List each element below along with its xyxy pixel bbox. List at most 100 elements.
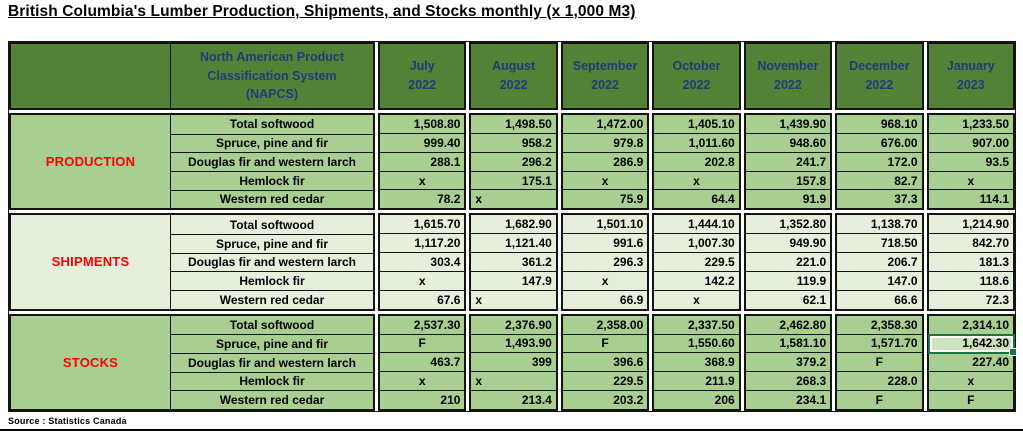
row-label-cell[interactable]: Western red cedar (170, 189, 373, 209)
data-cell[interactable]: 1,117.20 (380, 233, 465, 252)
data-cell[interactable]: 119.9 (745, 270, 831, 290)
data-cell[interactable]: 2,314.10 (962, 317, 1009, 332)
data-cell[interactable]: 907.00 (928, 132, 1013, 152)
data-cell[interactable]: 175.1 (471, 170, 556, 190)
data-cell[interactable]: 268.3 (745, 371, 831, 390)
data-cell[interactable]: 64.4 (654, 189, 739, 208)
column-header-october[interactable]: October 2022 (652, 42, 741, 110)
row-label-cell[interactable]: Douglas fir and western larch (170, 252, 373, 272)
data-cell[interactable]: 463.7 (380, 352, 465, 371)
data-cell[interactable]: 1,493.90 (471, 333, 556, 353)
data-cell[interactable]: 75.9 (562, 189, 648, 208)
data-cell[interactable]: 1,352.80 (779, 217, 827, 232)
data-cell[interactable]: 949.90 (745, 233, 831, 252)
data-cell[interactable]: F (928, 390, 1013, 409)
data-cell[interactable]: 93.5 (928, 151, 1013, 171)
row-label-cell[interactable]: Spruce, pine and fir (170, 133, 373, 153)
data-cell[interactable]: 203.2 (562, 390, 648, 409)
data-cell[interactable]: 1,508.80 (413, 116, 461, 131)
data-cell[interactable]: F (837, 390, 922, 409)
data-cell[interactable]: 2,376.90 (505, 317, 552, 332)
data-cell[interactable]: 676.00 (837, 132, 922, 152)
column-header-november[interactable]: November 2022 (743, 42, 833, 110)
data-cell[interactable]: 286.9 (562, 151, 648, 171)
data-cell[interactable]: 91.9 (745, 189, 831, 208)
data-cell[interactable]: 210 (380, 390, 465, 409)
data-cell[interactable]: 1,682.90 (505, 217, 552, 232)
data-cell[interactable]: 37.3 (837, 189, 922, 208)
row-label-cell[interactable]: Hemlock fir (170, 271, 373, 290)
data-cell[interactable]: x (654, 170, 739, 190)
data-cell[interactable]: x (471, 371, 556, 390)
data-cell[interactable]: 968.10 (880, 116, 918, 131)
data-cell[interactable]: 1,615.70 (413, 217, 461, 232)
data-cell[interactable]: 958.2 (471, 132, 556, 152)
data-cell[interactable]: x (928, 371, 1013, 390)
data-cell[interactable]: 842.70 (928, 233, 1013, 252)
data-cell[interactable]: 234.1 (745, 390, 831, 409)
row-label-cell[interactable]: Western red cedar (170, 289, 373, 309)
data-cell[interactable]: 1,011.60 (654, 132, 739, 152)
data-cell[interactable]: 172.0 (837, 151, 922, 171)
data-cell[interactable]: 1,472.00 (596, 116, 644, 131)
data-cell[interactable]: 229.5 (654, 252, 739, 271)
row-label-cell[interactable]: Spruce, pine and fir (170, 334, 373, 353)
data-cell[interactable]: 241.7 (745, 151, 831, 171)
data-cell[interactable]: 1,121.40 (471, 233, 556, 252)
data-cell[interactable]: 206.7 (837, 252, 922, 271)
data-cell[interactable]: 62.1 (745, 289, 831, 309)
data-cell[interactable]: 206 (654, 390, 739, 409)
data-cell[interactable]: 303.4 (380, 252, 465, 271)
data-cell[interactable]: 1,405.10 (687, 116, 735, 131)
column-header-july[interactable]: July 2022 (378, 42, 467, 110)
row-label-cell[interactable]: Hemlock fir (170, 170, 373, 190)
row-label-cell[interactable]: Hemlock fir (170, 371, 373, 391)
data-cell[interactable]: 2,337.50 (687, 317, 735, 332)
data-cell[interactable]: 78.2 (380, 189, 465, 208)
data-cell[interactable]: 1,501.10 (596, 217, 644, 232)
data-cell[interactable]: 361.2 (471, 252, 556, 271)
data-cell[interactable]: 228.0 (837, 371, 922, 390)
column-header-september[interactable]: September 2022 (560, 42, 650, 110)
data-cell[interactable]: 979.8 (562, 132, 648, 152)
data-cell[interactable]: x (380, 371, 465, 390)
data-cell[interactable]: 147.9 (471, 270, 556, 290)
data-cell[interactable]: x (654, 289, 739, 309)
data-cell[interactable]: 296.3 (562, 252, 648, 271)
data-cell[interactable]: 66.6 (837, 289, 922, 309)
data-cell[interactable]: 1,138.70 (870, 217, 918, 232)
data-cell[interactable]: 1,571.70 (837, 333, 922, 353)
data-cell[interactable]: 991.6 (562, 233, 648, 252)
data-cell[interactable]: 229.5 (562, 371, 648, 390)
data-cell[interactable]: 948.60 (745, 132, 831, 152)
data-cell[interactable]: 72.3 (928, 289, 1013, 309)
data-cell[interactable]: 82.7 (837, 170, 922, 190)
data-cell[interactable]: 1,214.90 (962, 217, 1009, 232)
data-cell[interactable]: x (562, 170, 648, 190)
data-cell[interactable]: 999.40 (380, 132, 465, 152)
data-cell[interactable]: 2,358.00 (596, 317, 644, 332)
row-label-cell[interactable]: Spruce, pine and fir (170, 233, 373, 253)
data-cell[interactable]: 67.6 (380, 289, 465, 309)
data-cell[interactable]: 368.9 (654, 352, 739, 371)
data-cell[interactable]: 213.4 (471, 390, 556, 409)
data-cell[interactable]: 142.2 (654, 270, 739, 290)
data-cell[interactable]: x (380, 170, 465, 190)
data-cell[interactable]: F (380, 333, 465, 353)
data-cell[interactable]: 1,550.60 (654, 333, 739, 353)
data-cell[interactable]: F (562, 333, 648, 353)
data-cell[interactable]: 2,462.80 (779, 317, 827, 332)
data-cell[interactable]: 202.8 (654, 151, 739, 171)
data-cell[interactable]: x (562, 270, 648, 290)
data-cell[interactable]: 399 (471, 352, 556, 371)
row-label-cell[interactable]: Douglas fir and western larch (170, 352, 373, 372)
data-cell[interactable]: x (471, 189, 556, 208)
data-cell[interactable]: 2,537.30 (413, 317, 461, 332)
data-cell[interactable]: F (837, 352, 922, 371)
row-label-cell[interactable]: Total softwood (170, 115, 373, 134)
row-label-cell[interactable]: Douglas fir and western larch (170, 152, 373, 171)
data-cell[interactable]: 157.8 (745, 170, 831, 190)
data-cell[interactable]: 1,007.30 (654, 233, 739, 252)
data-cell[interactable]: 221.0 (745, 252, 831, 271)
data-cell[interactable]: 718.50 (837, 233, 922, 252)
